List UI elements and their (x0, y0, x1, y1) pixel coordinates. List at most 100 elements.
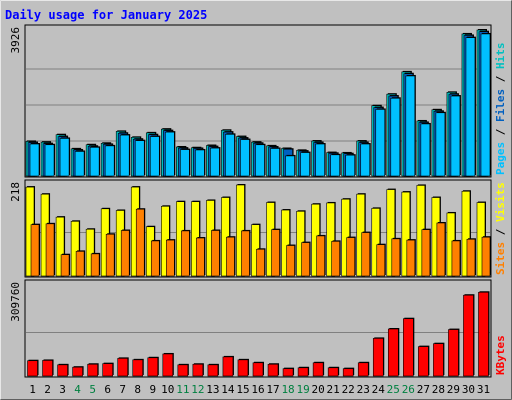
bar-visits-day-26 (401, 191, 411, 277)
bar-kbytes-day-16 (252, 362, 264, 377)
bar-pages-day-1 (29, 143, 40, 177)
x-tick-label-day-8: 8 (134, 383, 141, 396)
bar-pages-day-5 (89, 147, 100, 177)
x-tick-label-day-16: 16 (251, 383, 264, 396)
bar-kbytes-day-25 (387, 328, 399, 377)
bar-kbytes-day-6 (102, 363, 113, 377)
bar-pages-day-30 (465, 37, 476, 177)
bar-sites-day-6 (105, 233, 115, 277)
x-tick-label-day-23: 23 (357, 383, 370, 396)
bar-sites-day-19 (301, 242, 310, 277)
x-tick-label-day-26: 26 (402, 383, 415, 396)
bar-pages-day-28 (435, 112, 446, 177)
panel-kbytes-max-label: 309760 (9, 282, 22, 322)
bar-pages-day-25 (390, 97, 401, 177)
bar-sites-day-20 (316, 235, 325, 277)
chart-panels: 3926 Pages / Files / Hits 218 Sites / Visit… (9, 24, 507, 378)
bar-sites-day-13 (211, 230, 220, 277)
bar-sites-day-9 (150, 240, 160, 277)
bar-kbytes-day-4 (72, 366, 83, 377)
bar-kbytes-day-30 (463, 294, 474, 377)
bar-sites-day-25 (391, 238, 401, 277)
x-tick-label-day-31: 31 (477, 383, 490, 396)
x-tick-label-day-30: 30 (462, 383, 475, 396)
x-tick-label-day-12: 12 (191, 383, 204, 396)
x-tick-label-day-2: 2 (44, 383, 51, 396)
bar-pages-day-11 (180, 149, 190, 177)
legend-entry-pages: Pages (494, 142, 507, 175)
panel-hits-max-label: 3926 (9, 27, 22, 54)
bar-kbytes-day-17 (267, 363, 279, 377)
bar-sites-day-29 (451, 240, 461, 277)
bar-kbytes-day-10 (162, 353, 174, 377)
bar-pages-day-26 (405, 75, 416, 177)
chart-title: Daily usage for January 2025 (5, 8, 207, 22)
bar-pages-day-22 (345, 154, 355, 177)
x-tick-label-day-20: 20 (312, 383, 325, 396)
legend-entry-visits: Visits (494, 182, 507, 222)
bar-sites-day-12 (196, 237, 205, 277)
bar-pages-day-20 (315, 143, 325, 177)
x-tick-label-day-3: 3 (59, 383, 66, 396)
bar-sites-day-21 (331, 241, 340, 277)
bar-pages-day-19 (300, 152, 310, 177)
bar-sites-day-24 (376, 244, 386, 277)
x-tick-label-day-29: 29 (447, 383, 460, 396)
bar-pages-day-18 (285, 155, 295, 177)
bar-visits-day-21 (326, 202, 335, 277)
bar-pages-day-27 (420, 123, 431, 177)
bar-sites-day-11 (181, 230, 190, 277)
bar-sites-day-2 (45, 223, 55, 277)
bar-pages-day-12 (195, 149, 205, 177)
x-tick-label-day-18: 18 (281, 383, 294, 396)
bar-pages-day-3 (59, 138, 70, 177)
panel-hits-legend: Pages / Files / Hits (494, 43, 507, 176)
bar-sites-day-10 (166, 239, 175, 277)
bar-kbytes-day-12 (192, 363, 204, 377)
legend-separator: / (494, 69, 507, 89)
bar-pages-day-21 (330, 154, 340, 177)
bar-pages-day-23 (360, 143, 371, 177)
panel-kbytes: 309760 KBytes (9, 279, 507, 378)
bar-kbytes-day-22 (342, 368, 354, 377)
bar-kbytes-day-26 (403, 318, 414, 377)
bar-pages-day-7 (119, 134, 130, 177)
x-tick-label-day-1: 1 (29, 383, 36, 396)
bar-pages-day-14 (225, 134, 235, 177)
bar-pages-day-10 (165, 131, 175, 177)
panel-visits-max-label: 218 (9, 182, 22, 202)
bar-pages-day-15 (240, 139, 250, 177)
bar-pages-day-8 (134, 140, 145, 177)
legend-separator: / (494, 222, 507, 242)
bar-pages-day-29 (450, 95, 461, 177)
x-tick-label-day-5: 5 (89, 383, 96, 396)
x-tick-label-day-14: 14 (221, 383, 235, 396)
bar-kbytes-day-14 (222, 356, 234, 377)
x-tick-label-day-9: 9 (149, 383, 156, 396)
bar-sites-day-14 (226, 236, 235, 277)
bar-sites-day-15 (241, 230, 250, 277)
bar-pages-day-4 (74, 151, 85, 177)
bar-kbytes-day-31 (478, 291, 489, 377)
bar-pages-day-31 (480, 33, 491, 177)
bar-kbytes-day-18 (282, 368, 294, 377)
panel-kbytes-legend: KBytes (494, 335, 507, 375)
bar-visits-day-5 (85, 228, 95, 277)
bar-kbytes-day-11 (177, 364, 189, 377)
legend-entry-sites: Sites (494, 242, 507, 275)
bar-sites-day-1 (30, 224, 40, 277)
bar-sites-day-27 (421, 229, 431, 277)
x-tick-label-day-27: 27 (417, 383, 430, 396)
bar-kbytes-day-13 (207, 364, 219, 377)
bar-pages-day-17 (270, 148, 280, 177)
bar-sites-day-5 (90, 253, 100, 277)
bar-kbytes-day-1 (27, 360, 38, 377)
bar-visits-day-24 (371, 208, 381, 277)
bar-visits-day-30 (461, 190, 471, 277)
bar-visits-day-18 (281, 209, 290, 277)
x-tick-label-day-21: 21 (327, 383, 340, 396)
legend-entry-kbytes: KBytes (494, 335, 507, 375)
x-tick-label-day-15: 15 (236, 383, 249, 396)
bar-visits-day-25 (386, 189, 396, 277)
